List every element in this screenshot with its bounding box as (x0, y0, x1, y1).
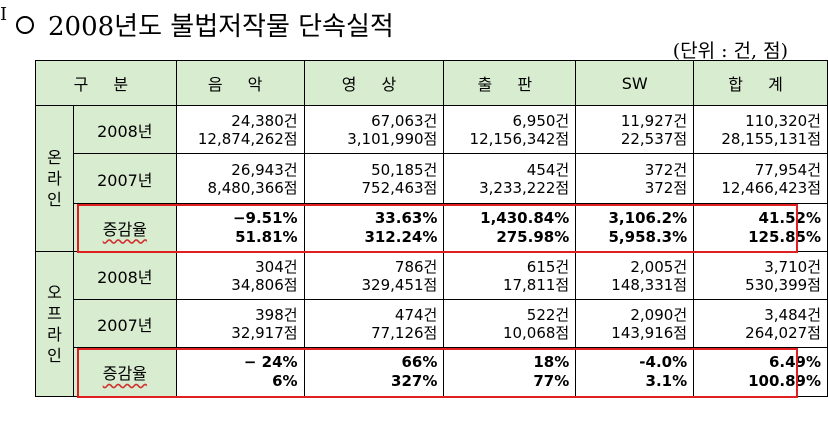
group-char: 온 (47, 148, 62, 167)
group-char: 오 (47, 283, 62, 302)
table-cell: −9.51% 51.81% (175, 203, 305, 252)
table-cell: 454건 3,233,222점 (443, 153, 577, 204)
table-cell: 50,185건 752,463점 (303, 153, 445, 204)
table-cell: − 24% 6% (175, 347, 305, 397)
table-cell: 3,484건 264,027점 (693, 299, 828, 348)
table-cell: 615건 17,811점 (443, 251, 577, 300)
table-cell: 77,954건 12,466,423점 (693, 153, 828, 204)
table-cell: 110,320건 28,155,131점 (693, 105, 828, 154)
header-music: 음 악 (175, 60, 305, 106)
offline-group-label: 오 프 라 인 (35, 251, 74, 397)
page-title: 2008년도 불법저작물 단속실적 (16, 6, 394, 43)
header-video: 영 상 (303, 60, 445, 106)
title-text: 2008년도 불법저작물 단속실적 (48, 12, 394, 42)
table-cell: 3,106.2% 5,958.3% (575, 203, 695, 252)
group-char: 라 (47, 169, 62, 188)
row-label: 2008년 (72, 105, 177, 154)
table-cell: 26,943건 8,480,366점 (175, 153, 305, 204)
row-label-rate: 증감율 (72, 347, 177, 397)
offline-2007-row: 2007년 398건 32,917점 474건 77,126점 522건 10,068… (36, 299, 828, 348)
header-total: 합 계 (693, 60, 828, 106)
group-char: 인 (47, 190, 62, 209)
unit-note: (단위 : 건, 점) (672, 40, 788, 62)
table-cell: 18% 77% (443, 347, 577, 397)
row-label: 2007년 (72, 153, 177, 204)
online-2007-row: 2007년 26,943건 8,480,366점 50,185건 752,463점 … (36, 153, 828, 204)
online-2008-row: 온 라 인 2008년 24,380건 12,874,262점 67,063건 3,… (35, 105, 828, 252)
header-publish: 출 판 (443, 60, 577, 106)
group-char: 프 (47, 304, 62, 323)
header-row: 구 분 음 악 영 상 출 판 SW 합 계 (35, 60, 828, 106)
offline-rate-row: 증감율 − 24% 6% 66% 327% 18% 77% -4.0% 3.1% 6.4… (36, 347, 828, 397)
table-cell: 398건 32,917점 (175, 299, 305, 348)
header-sw: SW (575, 60, 695, 106)
table-cell: 474건 77,126점 (303, 299, 445, 348)
text-cursor-icon: I (0, 4, 8, 25)
table-cell: 41.52% 125.85% (693, 203, 828, 252)
row-label-rate: 증감율 (72, 203, 177, 252)
online-rate-row: 증감율 −9.51% 51.81% 33.63% 312.24% 1,430.84%… (36, 203, 828, 252)
enforcement-table: 구 분 음 악 영 상 출 판 SW 합 계 온 라 인 2008년 24,38… (35, 60, 828, 397)
table-cell: 66% 327% (303, 347, 445, 397)
table-cell: 6.49% 100.89% (693, 347, 828, 397)
table-cell: 2,005건 148,331점 (575, 251, 695, 300)
circle-bullet-icon (16, 16, 34, 34)
group-char: 인 (47, 346, 62, 365)
table-cell: 6,950건 12,156,342점 (443, 105, 577, 154)
table-cell: 2,090건 143,916점 (575, 299, 695, 348)
offline-2008-row: 오 프 라 인 2008년 304건 34,806점 786건 329,451점 6… (35, 251, 828, 397)
table-cell: 11,927건 22,537점 (575, 105, 695, 154)
table-cell: 1,430.84% 275.98% (443, 203, 577, 252)
table-cell: 786건 329,451점 (303, 251, 445, 300)
table-cell: 522건 10,068점 (443, 299, 577, 348)
group-char: 라 (47, 325, 62, 344)
table-cell: 372건 372점 (575, 153, 695, 204)
table-cell: 3,710건 530,399점 (693, 251, 828, 300)
table-cell: 33.63% 312.24% (303, 203, 445, 252)
table-cell: -4.0% 3.1% (575, 347, 695, 397)
online-group-label: 온 라 인 (35, 105, 74, 252)
table-cell: 24,380건 12,874,262점 (175, 105, 305, 154)
table-cell: 67,063건 3,101,990점 (303, 105, 445, 154)
table-cell: 304건 34,806점 (175, 251, 305, 300)
header-category: 구 분 (35, 60, 177, 106)
row-label: 2008년 (72, 251, 177, 300)
row-label: 2007년 (72, 299, 177, 348)
